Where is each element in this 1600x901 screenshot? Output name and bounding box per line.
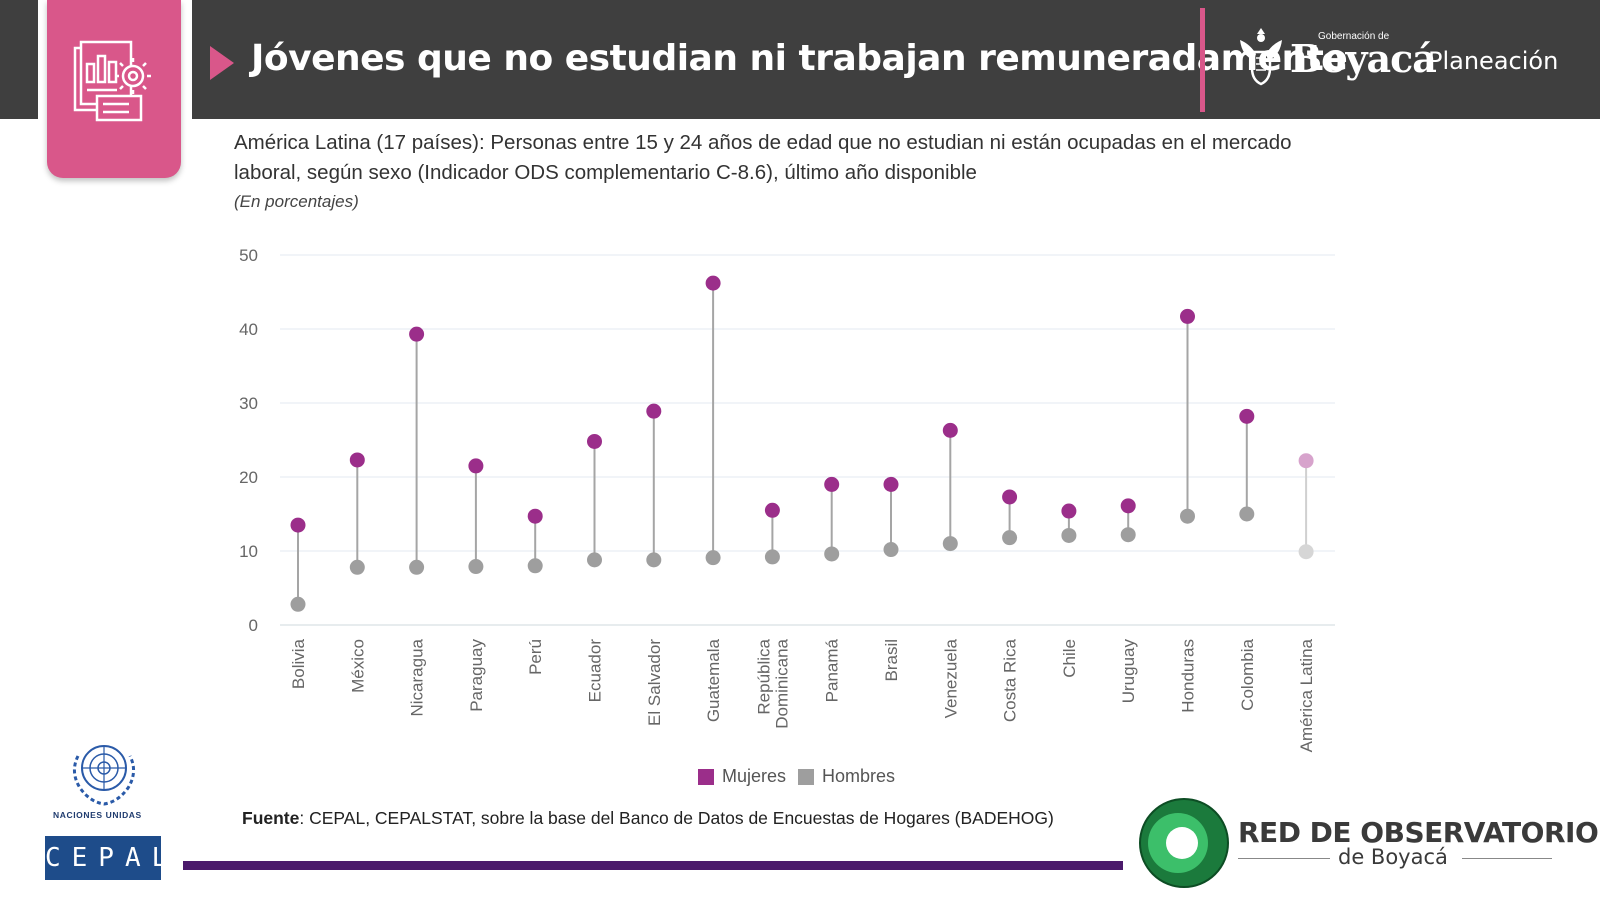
point-hombres bbox=[883, 542, 899, 558]
point-hombres bbox=[468, 559, 484, 575]
x-tick-label: América Latina bbox=[1297, 638, 1316, 752]
point-hombres bbox=[1002, 530, 1018, 546]
x-tick-label: Bolivia bbox=[289, 638, 308, 689]
x-tick-label: Panamá bbox=[823, 638, 842, 702]
y-tick-label: 20 bbox=[239, 468, 258, 487]
gov-department: Planeación bbox=[1428, 47, 1559, 75]
red-observatorios-ring-icon bbox=[1139, 798, 1229, 888]
point-mujeres bbox=[942, 422, 958, 438]
x-tick-label: México bbox=[348, 639, 367, 693]
point-hombres bbox=[705, 550, 721, 566]
y-tick-label: 30 bbox=[239, 394, 258, 413]
point-mujeres bbox=[1239, 408, 1255, 424]
point-hombres bbox=[409, 559, 425, 575]
dumbbell-chart: 0 10 20 30 40 50 Bolivia México Nicaragua Paragua… bbox=[239, 246, 1335, 752]
x-tick-label: Dominicana bbox=[772, 638, 791, 728]
point-mujeres bbox=[764, 502, 780, 518]
red-rule-left bbox=[1238, 858, 1330, 859]
point-hombres bbox=[1239, 506, 1255, 522]
header-divider bbox=[1200, 8, 1205, 112]
legend-item-women: Mujeres bbox=[698, 766, 786, 787]
legend-swatch-men bbox=[798, 768, 815, 785]
point-hombres bbox=[764, 549, 780, 565]
source-text: : CEPAL, CEPALSTAT, sobre la base del Ba… bbox=[299, 808, 1054, 828]
x-tick-label: República bbox=[754, 638, 773, 714]
title-arrow-icon bbox=[210, 46, 234, 80]
point-mujeres bbox=[290, 517, 306, 533]
point-mujeres bbox=[468, 458, 484, 474]
red-observatorios-subtitle: de Boyacá bbox=[1338, 845, 1448, 869]
point-mujeres bbox=[824, 476, 840, 492]
point-hombres bbox=[527, 558, 543, 574]
point-hombres bbox=[1120, 527, 1136, 543]
source-label: Fuente bbox=[242, 808, 300, 828]
point-mujeres bbox=[1061, 503, 1077, 519]
x-tick-label: Honduras bbox=[1179, 639, 1198, 713]
un-label: Naciones Unidas bbox=[53, 810, 142, 820]
legend-label-men: Hombres bbox=[822, 766, 896, 786]
y-tick-label: 50 bbox=[239, 246, 258, 265]
header-left-bar bbox=[0, 0, 38, 119]
x-tick-label: Colombia bbox=[1238, 638, 1257, 710]
chart-legend: Mujeres Hombres bbox=[698, 766, 907, 787]
legend-label-women: Mujeres bbox=[722, 766, 787, 786]
point-hombres bbox=[290, 596, 306, 612]
y-tick-label: 40 bbox=[239, 320, 258, 339]
chart-subtitle: América Latina (17 países): Personas ent… bbox=[234, 131, 1292, 184]
x-tick-label: Nicaragua bbox=[408, 638, 427, 716]
point-hombres bbox=[942, 536, 958, 552]
header-bar bbox=[192, 0, 1600, 119]
section-badge bbox=[47, 0, 181, 178]
point-hombres bbox=[1298, 544, 1314, 560]
point-mujeres bbox=[1298, 453, 1314, 469]
legend-item-men: Hombres bbox=[798, 766, 895, 787]
y-tick-label: 10 bbox=[239, 542, 258, 561]
point-mujeres bbox=[527, 508, 543, 524]
x-tick-label: Venezuela bbox=[941, 638, 960, 718]
footer-rule bbox=[183, 861, 1123, 870]
x-tick-label: Paraguay bbox=[467, 639, 486, 712]
point-hombres bbox=[1061, 527, 1077, 543]
x-tick-label: Costa Rica bbox=[1001, 638, 1020, 722]
point-mujeres bbox=[409, 326, 425, 342]
x-tick-label: Chile bbox=[1060, 639, 1079, 678]
y-tick-label: 0 bbox=[249, 616, 258, 635]
point-hombres bbox=[824, 546, 840, 562]
x-tick-label: El Salvador bbox=[645, 639, 664, 726]
legend-swatch-women bbox=[698, 768, 714, 785]
x-tick-label: Guatemala bbox=[704, 638, 723, 722]
red-rule-right bbox=[1462, 858, 1552, 859]
x-tick-label: Uruguay bbox=[1119, 639, 1138, 704]
point-mujeres bbox=[883, 476, 899, 492]
report-gear-icon bbox=[73, 40, 151, 122]
red-observatorios-title: RED DE OBSERVATORIOS bbox=[1238, 816, 1600, 849]
x-tick-label: Perú bbox=[526, 639, 545, 675]
point-mujeres bbox=[1120, 498, 1136, 514]
point-mujeres bbox=[349, 452, 365, 468]
un-emblem-icon bbox=[73, 745, 135, 806]
x-tick-label: Brasil bbox=[882, 639, 901, 682]
page-title: Jóvenes que no estudian ni trabajan remu… bbox=[251, 38, 1348, 79]
chart-units: (En porcentajes) bbox=[234, 192, 359, 211]
point-mujeres bbox=[646, 403, 662, 419]
point-hombres bbox=[1180, 508, 1195, 524]
boyaca-emblem-icon bbox=[1240, 28, 1282, 86]
cepal-logo: CEPAL bbox=[45, 836, 167, 880]
x-tick-label: Ecuador bbox=[586, 639, 605, 703]
point-hombres bbox=[349, 559, 365, 575]
point-mujeres bbox=[1002, 489, 1018, 505]
gov-prefix: Gobernación de bbox=[1318, 31, 1390, 42]
point-mujeres bbox=[705, 275, 721, 291]
point-hombres bbox=[646, 552, 662, 568]
source-note: Fuente: CEPAL, CEPALSTAT, sobre la base … bbox=[242, 808, 1054, 829]
point-mujeres bbox=[1180, 308, 1195, 324]
point-hombres bbox=[587, 552, 602, 568]
point-mujeres bbox=[587, 433, 602, 449]
gov-name: Boyacá bbox=[1290, 36, 1437, 81]
